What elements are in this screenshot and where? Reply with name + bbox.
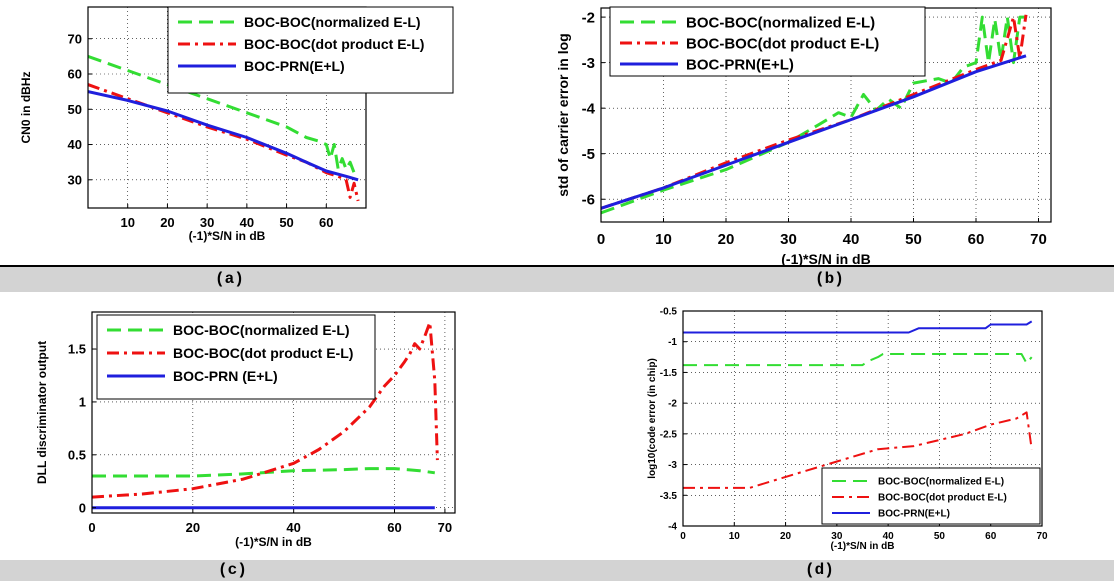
y-tick-label: -2: [668, 399, 677, 410]
separator-line: [0, 265, 1114, 267]
legend-box: [167, 6, 454, 94]
caption-d: (d): [805, 561, 834, 579]
legend-label-3: BOC-PRN(E+L): [244, 58, 345, 74]
legend-label-2: BOC-BOC(dot product E-L): [686, 35, 879, 52]
caption-a: (a): [215, 270, 244, 288]
x-tick-label: 50: [279, 215, 293, 230]
x-tick-label: 20: [160, 215, 174, 230]
caption-b: (b): [815, 270, 844, 288]
y-tick-label: 1.5: [68, 342, 86, 357]
x-axis-label: (-1)*S/N in dB: [235, 535, 312, 549]
y-axis-label: std of carrier error in log: [555, 33, 571, 196]
legend-label-3: BOC-PRN(E+L): [878, 509, 950, 520]
legend-label-1: BOC-BOC(normalized E-L): [878, 477, 1004, 488]
y-tick-label: -1.5: [660, 368, 678, 379]
y-tick-label: -5: [582, 146, 595, 163]
x-tick-label: 20: [718, 231, 735, 248]
x-tick-label: 0: [597, 231, 605, 248]
legend-label-2: BOC-BOC(dot product E-L): [173, 345, 353, 361]
legend: BOC-BOC(normalized E-L) BOC-BOC(dot produ…: [821, 467, 1041, 525]
caption-band-bottom: [0, 560, 1114, 581]
x-axis-label: (-1)*S/N in dB: [781, 251, 870, 267]
x-tick-label: 60: [319, 215, 333, 230]
chart-d: 0 10 20 30 40 50 60 70 -4 -3.5 -3 -2.5 -2 -1.5 -1 -0.5 (…: [647, 307, 1048, 553]
y-tick-label: -2: [582, 9, 595, 26]
x-axis-label: (-1)*S/N in dB: [189, 229, 266, 243]
chart-b: 0 10 20 30 40 50 60 70 -6 -5 -4 -3 -2 (-1)*S/N in dB s…: [555, 6, 1052, 267]
x-tick-label: 0: [88, 520, 95, 535]
legend: BOC-BOC(normalized E-L) BOC-BOC(dot produ…: [96, 314, 376, 400]
legend-box: [96, 314, 376, 400]
y-tick-label: -4: [668, 522, 677, 533]
y-tick-label: -2.5: [660, 429, 678, 440]
x-tick-label: 20: [186, 520, 200, 535]
legend-label-1: BOC-BOC(normalized E-L): [686, 14, 875, 31]
legend: BOC-BOC(normalized E-L) BOC-BOC(dot produ…: [167, 6, 454, 94]
legend-label-2: BOC-BOC(dot product E-L): [878, 493, 1007, 504]
caption-band-top: [0, 267, 1114, 292]
x-tick-label: 70: [438, 520, 452, 535]
y-tick-label: 70: [68, 31, 82, 46]
series-line-1: [88, 54, 360, 178]
y-axis-label: DLL discriminator output: [35, 341, 49, 484]
y-tick-label: -3.5: [660, 491, 678, 502]
series-line-2: [92, 321, 439, 499]
series-line-3: [601, 54, 1027, 210]
x-tick-label: 60: [985, 531, 997, 542]
y-tick-label: 30: [68, 172, 82, 187]
x-tick-label: 40: [286, 520, 300, 535]
legend: BOC-BOC(normalized E-L) BOC-BOC(dot produ…: [609, 6, 926, 77]
series-line-3: [683, 320, 1033, 334]
x-tick-label: 30: [780, 231, 797, 248]
y-tick-label: -3: [668, 460, 677, 471]
series-line-1: [92, 467, 436, 478]
x-tick-label: 70: [1036, 531, 1048, 542]
y-tick-label: -6: [582, 191, 595, 208]
legend-box: [821, 467, 1041, 525]
y-tick-label: 40: [68, 137, 82, 152]
y-tick-label: 1: [79, 394, 86, 409]
y-tick-label: -3: [582, 55, 595, 72]
x-tick-label: 40: [240, 215, 254, 230]
x-tick-label: 10: [655, 231, 672, 248]
y-tick-label: 50: [68, 102, 82, 117]
chart-a: 10 20 30 40 50 60 30 40 50 60 70 (-1)*S/N in dB CN0 …: [19, 6, 454, 243]
legend-label-1: BOC-BOC(normalized E-L): [173, 322, 350, 338]
legend-label-1: BOC-BOC(normalized E-L): [244, 14, 421, 30]
x-tick-label: 10: [729, 531, 741, 542]
x-tick-label: 30: [831, 531, 843, 542]
x-tick-label: 50: [934, 531, 946, 542]
series-line-3: [88, 90, 359, 182]
x-tick-label: 0: [680, 531, 686, 542]
x-tick-label: 60: [968, 231, 985, 248]
legend-label-3: BOC-PRN (E+L): [173, 368, 278, 384]
x-tick-label: 50: [905, 231, 922, 248]
y-tick-label: -0.5: [660, 307, 678, 318]
legend-label-2: BOC-BOC(dot product E-L): [244, 36, 424, 52]
x-tick-label: 10: [120, 215, 134, 230]
x-tick-label: 40: [883, 531, 895, 542]
plot-frame: [91, 311, 456, 514]
x-tick-label: 30: [200, 215, 214, 230]
x-tick-label: 20: [780, 531, 792, 542]
y-tick-label: -4: [582, 100, 596, 117]
legend-label-3: BOC-PRN(E+L): [686, 56, 794, 73]
x-tick-label: 70: [1030, 231, 1047, 248]
y-tick-label: 0.5: [68, 447, 86, 462]
y-tick-label: 60: [68, 67, 82, 82]
x-tick-label: 60: [387, 520, 401, 535]
series-line-1: [683, 353, 1033, 367]
x-axis-label: (-1)*S/N in dB: [831, 541, 895, 552]
x-tick-label: 40: [843, 231, 860, 248]
y-axis-label: log10(code error (in chip): [647, 358, 658, 479]
y-tick-label: -1: [668, 337, 677, 348]
caption-c: (c): [218, 561, 247, 579]
plot-frame: [682, 310, 1043, 527]
y-tick-label: 0: [79, 500, 86, 515]
y-axis-label: CN0 in dBHz: [19, 72, 33, 144]
chart-c: 0 20 40 60 70 0 0.5 1 1.5 (-1)*S/N in dB DLL discr…: [35, 311, 456, 549]
